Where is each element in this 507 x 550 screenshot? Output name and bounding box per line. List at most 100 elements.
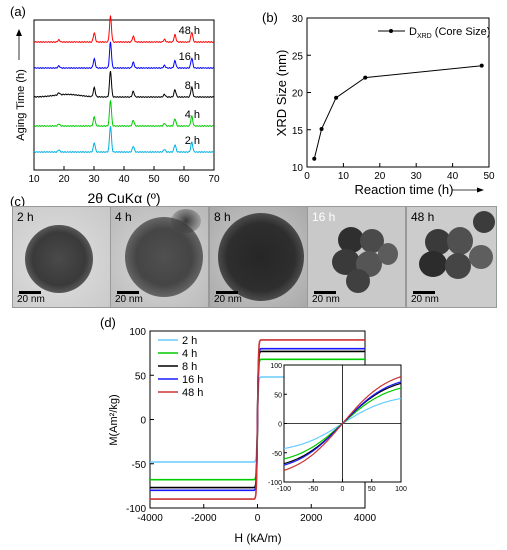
x-tick-label: 20: [374, 171, 386, 182]
inset-x-tick-label: 0: [341, 486, 345, 493]
y-tick-label: 25: [292, 51, 304, 62]
legend-suffix: (Core Size): [432, 26, 491, 38]
particle: [447, 227, 473, 255]
x-tick-label: 30: [88, 174, 100, 185]
inset-y-tick-label: 100: [270, 363, 282, 370]
x-tick-label: 20: [58, 174, 70, 185]
tem-image-16h: 16 h 20 nm: [307, 206, 406, 308]
inset-series-line: [283, 376, 402, 471]
data-point: [479, 63, 484, 68]
core-size-series-line: [313, 65, 482, 159]
particle: [346, 269, 370, 293]
particle: [445, 253, 471, 279]
xrd-series-label: 16 h: [179, 51, 200, 63]
inset-y-tick-label: -100: [268, 480, 282, 487]
tem-image-4h: 4 h 20 nm: [110, 206, 209, 308]
legend-label: 8 h: [182, 361, 197, 373]
panel-label-b: (b): [262, 10, 278, 25]
legend-label: 2 h: [182, 335, 197, 347]
xrd-series-line: [33, 100, 215, 127]
xrd-series-line: [33, 41, 215, 69]
scale-bar: [216, 291, 238, 294]
scale-bar-label: 20 nm: [411, 294, 439, 305]
particle-cluster: [218, 213, 304, 301]
legend-label: 48 h: [182, 387, 203, 399]
size-plot-frame: [306, 17, 490, 168]
x-tick-label: 50: [148, 174, 160, 185]
tem-image-2h: 2 h 20 nm: [12, 206, 111, 308]
xrd-series-label: 8 h: [185, 80, 200, 92]
size-x-axis-title: Reaction time (h): [355, 182, 454, 197]
scale-bar: [314, 291, 336, 294]
inset-x-tick-label: 50: [368, 486, 376, 493]
mh-inset-chart: -100 -50 0 50 100 -100 -50 0 50 100: [268, 363, 407, 493]
tem-image-48h: 48 h 20 nm: [406, 206, 497, 308]
xrd-series-line: [33, 15, 214, 43]
xrd-series-line: [33, 70, 215, 98]
scale-bar-label: 20 nm: [312, 294, 340, 305]
reaction-time-arrow-head: [477, 187, 484, 193]
legend-label: 16 h: [182, 374, 203, 386]
x-tick-label: 40: [118, 174, 130, 185]
x-tick-label: -2000: [191, 513, 217, 524]
x-tick-label: 4000: [354, 513, 377, 524]
x-tick-label: 70: [208, 174, 220, 185]
legend-label: DXRD (Core Size): [409, 26, 490, 40]
inset-y-tick-label: 50: [274, 392, 282, 399]
tem-time-label: 4 h: [115, 210, 132, 224]
size-y-axis-title: XRD Size (nm): [274, 50, 289, 137]
x-tick-label: 30: [411, 171, 423, 182]
x-tick-label: 0: [255, 513, 261, 524]
magnetization-chart: -4000 -2000 0 2000 4000 -100 -50 0 50 100 2 h4 h8…: [108, 327, 407, 545]
particle-cluster: [25, 225, 93, 293]
tem-time-label: 2 h: [17, 210, 34, 224]
particle: [473, 211, 495, 233]
x-tick-label: 10: [28, 174, 40, 185]
y-tick-label: 50: [135, 371, 147, 382]
xrd-series-label: 4 h: [185, 109, 200, 121]
x-tick-label: -4000: [137, 513, 163, 524]
legend-marker: [389, 29, 393, 33]
scale-bar: [117, 291, 139, 294]
tem-time-label: 48 h: [411, 210, 435, 224]
particle-fragment: [171, 209, 201, 233]
data-point: [363, 75, 368, 80]
x-tick-label: 60: [178, 174, 190, 185]
particle: [338, 227, 364, 253]
particle: [425, 229, 451, 255]
scale-bar-label: 20 nm: [115, 294, 143, 305]
y-tick-label: 20: [292, 89, 304, 100]
data-point: [334, 95, 339, 100]
y-tick-label: 100: [129, 327, 146, 338]
x-tick-label: 2000: [300, 513, 323, 524]
inset-y-tick-label: 0: [278, 422, 282, 429]
particle: [469, 245, 493, 269]
xrd-x-axis-title: 2θ CuKα (º): [87, 190, 160, 206]
x-tick-label: 40: [447, 171, 459, 182]
xrd-series-label: 48 h: [179, 25, 200, 37]
panel-label-a: (a): [10, 4, 26, 19]
scale-bar-label: 20 nm: [214, 294, 242, 305]
scale-bar: [19, 291, 41, 294]
y-tick-label: 15: [292, 126, 304, 137]
y-tick-label: -50: [132, 460, 147, 471]
x-tick-label: 50: [483, 171, 495, 182]
legend-subscript: XRD: [417, 33, 432, 40]
xrd-series-label: 2 h: [185, 135, 200, 147]
tem-time-label: 16 h: [312, 210, 336, 224]
particle: [419, 251, 447, 277]
xrd-series-line: [33, 126, 215, 153]
xrd-y-axis-title: Aging Time (h): [15, 69, 27, 141]
y-tick-label: 30: [292, 14, 304, 25]
particle: [378, 243, 398, 265]
scale-bar-label: 20 nm: [17, 294, 45, 305]
aging-time-arrow-head: [16, 29, 22, 36]
mh-series-line: [150, 339, 365, 500]
y-tick-label: -100: [126, 504, 146, 515]
tem-time-label: 8 h: [214, 210, 231, 224]
y-tick-label: 0: [140, 416, 146, 427]
y-tick-label: 10: [292, 163, 304, 174]
mh-x-axis-title: H (kA/m): [234, 531, 281, 545]
